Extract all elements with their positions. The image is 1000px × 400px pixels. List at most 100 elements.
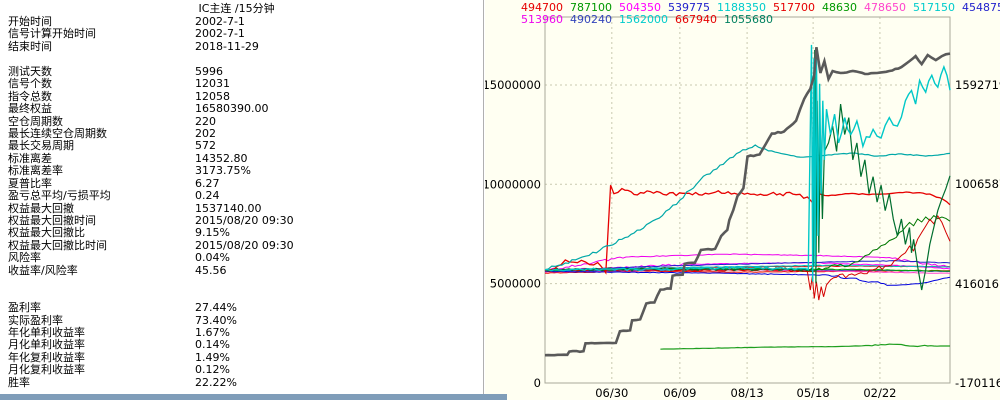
equity-chart: 15000000 10000000 5000000 0 1592719 1006587 41…: [485, 16, 1000, 400]
stat-value: 1537140.00: [195, 201, 262, 215]
stat-row: 年化单利收益率 1.67%: [8, 325, 483, 339]
stat-value: 572: [195, 139, 216, 153]
stat-value: 2002-7-1: [195, 27, 245, 41]
stat-row: 最长连续空仓周期数 202: [8, 126, 483, 140]
stat-value: 22.22%: [195, 375, 237, 389]
stat-label: 收益率/风险率: [8, 263, 78, 277]
horizontal-scrollbar[interactable]: [0, 394, 507, 400]
stat-label: 测试天数: [8, 64, 52, 78]
stat-row: 指令总数 12058: [8, 89, 483, 103]
stat-value: 73.40%: [195, 313, 237, 327]
stat-row: 最终权益 16580390.00: [8, 102, 483, 116]
y-axis-left-label: 0: [534, 376, 541, 390]
legend-value: 667940: [675, 13, 717, 26]
stat-value: 1.67%: [195, 325, 230, 339]
stat-value: 12058: [195, 89, 230, 103]
legend-value: 1562000: [619, 13, 668, 26]
stat-label: 盈利率: [8, 301, 41, 315]
stat-value: 2015/08/20 09:30: [195, 214, 294, 227]
stat-label: 标准离差率: [8, 164, 63, 178]
series-line-1188350: [544, 144, 951, 271]
stats-rows: 开始时间 2002-7-1 信号计算开始时间 2002-7-1 结束时间 2018-11-…: [8, 15, 483, 389]
stat-row: 月化单利收益率 0.14%: [8, 338, 483, 352]
stat-row: 标准离差率 3173.75%: [8, 164, 483, 178]
stat-row: 权益最大回撤 1537140.00: [8, 201, 483, 215]
stat-label: 胜率: [8, 375, 30, 389]
y-axis-right-label: 1006587: [955, 177, 1000, 191]
stat-row: 结束时间 2018-11-29: [8, 40, 483, 53]
y-axis-left-label: 5000000: [490, 277, 541, 291]
y-axis-left-label: 10000000: [485, 177, 541, 191]
series-band-454875: [544, 270, 951, 286]
stat-label: 最长连续空仓周期数: [8, 126, 107, 140]
series-band-513960: [544, 253, 951, 272]
stat-value: 6.27: [195, 176, 220, 190]
legend-value: 1188350: [717, 1, 766, 14]
stat-value: 0.24: [195, 189, 220, 203]
stat-label: 空仓周期数: [8, 114, 63, 128]
stat-label: 月化单利收益率: [8, 338, 85, 352]
legend-value: 787100: [570, 1, 612, 14]
stat-value: 220: [195, 114, 216, 128]
instrument-period-label: IC主连 /15分钟: [198, 2, 275, 15]
stats-panel: IC主连 /15分钟 开始时间 2002-7-1 信号计算开始时间 2002-7-1 结…: [0, 0, 484, 400]
stat-value: 3173.75%: [195, 164, 251, 178]
stat-row: 月化复利收益率 0.12%: [8, 363, 483, 377]
stat-row: 夏普比率 6.27: [8, 176, 483, 190]
stat-label: 年化复利收益率: [8, 350, 85, 364]
legend-value: 504350: [619, 1, 661, 14]
stat-value: 202: [195, 126, 216, 140]
stat-value: 16580390.00: [195, 102, 269, 116]
stat-label: 信号计算开始时间: [8, 27, 96, 41]
stat-label: 风险率: [8, 251, 41, 265]
chart-legend-row1: 494700 787100 504350 539775 1188350 517700 486…: [521, 1, 1000, 14]
stat-value: 27.44%: [195, 301, 237, 315]
stat-label: 信号个数: [8, 77, 52, 91]
stat-row: 信号计算开始时间 2002-7-1: [8, 27, 483, 41]
stat-row-spacer: [8, 53, 483, 65]
stat-value: 9.15%: [195, 226, 230, 240]
stat-label: 实际盈利率: [8, 313, 63, 327]
series-equity-curve: [544, 47, 951, 357]
stat-value: 2015/08/20 09:30: [195, 238, 294, 252]
stat-row: 实际盈利率 73.40%: [8, 313, 483, 327]
stat-label: 最终权益: [8, 102, 52, 116]
stat-label: 权益最大回撤时间: [8, 214, 96, 227]
stat-row-spacer: [8, 277, 483, 289]
stat-row: 盈利率 27.44%: [8, 301, 483, 315]
x-axis-label: 02/22: [863, 386, 896, 400]
x-axis-label: 06/30: [595, 386, 628, 400]
stat-value: 0.12%: [195, 363, 230, 377]
stat-row: 权益最大回撤比时间 2015/08/20 09:30: [8, 238, 483, 252]
stat-row: 胜率 22.22%: [8, 375, 483, 389]
stat-value: 12031: [195, 77, 230, 91]
stats-table: IC主连 /15分钟 开始时间 2002-7-1 信号计算开始时间 2002-7-1 结…: [0, 0, 483, 389]
stat-label: 权益最大回撤比时间: [8, 238, 107, 252]
stat-row: 风险率 0.04%: [8, 251, 483, 265]
x-axis-label: 08/13: [731, 386, 764, 400]
legend-value: 517700: [773, 1, 815, 14]
stat-label: 标准离差: [8, 151, 52, 165]
series-line-1055680: [544, 49, 951, 291]
stat-label: 权益最大回撤: [8, 201, 74, 215]
stat-value: 5996: [195, 64, 223, 78]
stat-label: 开始时间: [8, 15, 52, 28]
x-axis-label: 06/09: [663, 386, 696, 400]
stat-value: 2002-7-1: [195, 15, 245, 28]
legend-value: 1055680: [724, 13, 773, 26]
stat-row: 最长交易周期 572: [8, 139, 483, 153]
y-axis-right-label: 416016: [955, 277, 999, 291]
stat-row: 信号个数 12031: [8, 77, 483, 91]
stat-row: 开始时间 2002-7-1: [8, 15, 483, 28]
stat-row: 标准离差 14352.80: [8, 151, 483, 165]
stat-value: 1.49%: [195, 350, 230, 364]
legend-value: 490240: [570, 13, 612, 26]
stat-label: 指令总数: [8, 89, 52, 103]
legend-value: 48630: [822, 1, 857, 14]
legend-value: 513960: [521, 13, 563, 26]
stat-row: 收益率/风险率 45.56: [8, 263, 483, 277]
chart-legend-row2: 513960 490240 1562000 667940 1055680: [521, 13, 780, 26]
y-axis-right-label: 1592719: [955, 78, 1000, 92]
legend-value: 494700: [521, 1, 563, 14]
